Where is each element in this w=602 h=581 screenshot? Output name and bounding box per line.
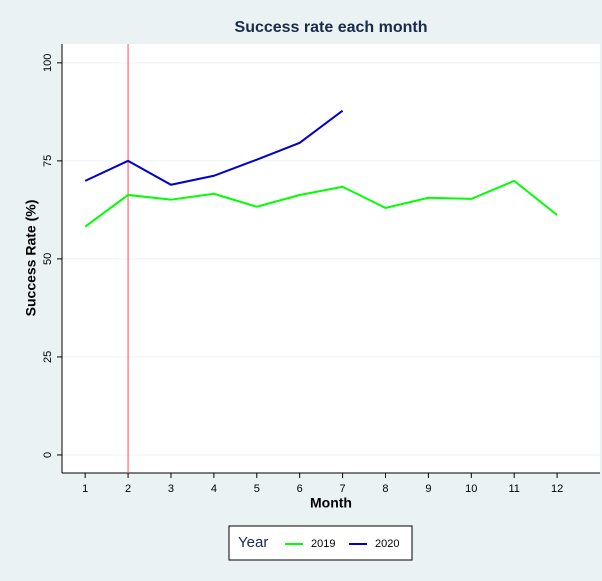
y-axis-title: Success Rate (%) — [23, 200, 39, 317]
chart-title: Success rate each month — [235, 19, 428, 36]
x-tick-label: 4 — [211, 483, 217, 495]
y-tick-label: 0 — [42, 452, 54, 458]
legend-box — [228, 525, 413, 561]
x-tick-label: 6 — [297, 483, 303, 495]
x-tick-label: 7 — [340, 483, 346, 495]
x-axis-title: Month — [310, 495, 352, 511]
y-tick-label: 100 — [42, 54, 54, 72]
line-series — [84, 179, 558, 228]
legend-title: Year — [238, 534, 268, 551]
x-tick-label: 5 — [254, 483, 260, 495]
y-tick-label: 75 — [42, 155, 54, 167]
legend-label: 2020 — [375, 538, 399, 550]
x-tick-label: 12 — [551, 483, 563, 495]
x-tick-label: 11 — [508, 483, 519, 495]
line-series — [84, 109, 344, 186]
y-tick-label: 25 — [42, 351, 54, 363]
y-tick-label: 50 — [42, 253, 54, 265]
x-tick-label: 9 — [425, 483, 431, 495]
x-tick-label: 3 — [168, 483, 174, 495]
x-tick-label: 1 — [82, 483, 88, 495]
x-tick-label: 8 — [382, 483, 388, 495]
legend-label: 2019 — [311, 538, 335, 550]
x-tick-label: 2 — [125, 483, 131, 495]
x-tick-label: 10 — [465, 483, 477, 495]
